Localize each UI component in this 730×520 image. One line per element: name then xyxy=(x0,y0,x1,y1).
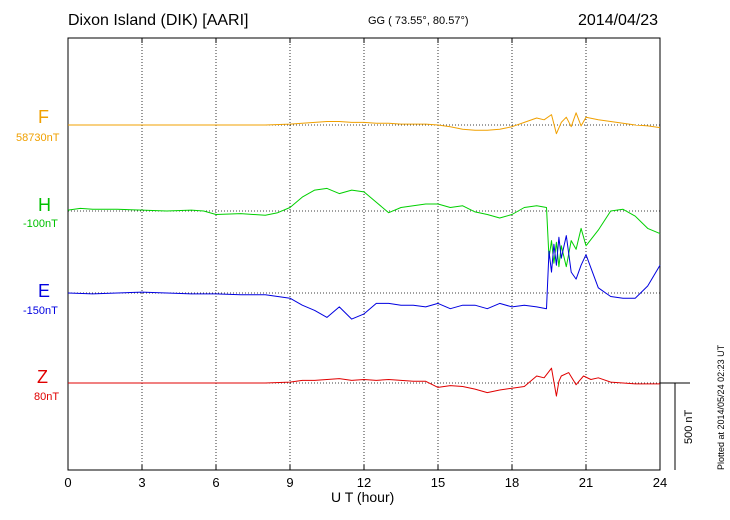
series-line-z xyxy=(68,367,660,397)
grid-lines xyxy=(68,38,660,470)
series-baseline-f: 58730nT xyxy=(16,132,60,144)
x-tick-label: 0 xyxy=(64,475,71,490)
series-label-e: E xyxy=(38,281,51,301)
series-label-f: F xyxy=(38,107,49,127)
series-baseline-z: 80nT xyxy=(34,391,60,403)
x-axis-ticks: 0 3 6 9 12 15 18 21 24 xyxy=(64,38,667,490)
station-coordinates: GG ( 73.55°, 80.57°) xyxy=(368,15,469,27)
x-axis-title: U T (hour) xyxy=(331,489,395,505)
x-tick-label: 21 xyxy=(579,475,593,490)
x-tick-label: 24 xyxy=(653,475,667,490)
x-tick-label: 15 xyxy=(431,475,445,490)
series-line-h xyxy=(67,187,661,268)
series-label-h: H xyxy=(38,195,51,215)
x-tick-label: 9 xyxy=(286,475,293,490)
date-label: 2014/04/23 xyxy=(578,12,659,29)
series-baseline-h: -100nT xyxy=(23,218,58,230)
scale-bar: 500 nT xyxy=(660,382,695,470)
page-title: Dixon Island (DIK) [AARI] xyxy=(68,12,249,29)
series-group xyxy=(67,112,661,397)
x-tick-label: 12 xyxy=(357,475,371,490)
x-tick-label: 3 xyxy=(138,475,145,490)
series-line-e xyxy=(67,235,661,320)
series-baseline-e: -150nT xyxy=(23,305,58,317)
scale-bar-label: 500 nT xyxy=(683,409,695,444)
series-label-z: Z xyxy=(37,367,48,387)
x-tick-label: 6 xyxy=(212,475,219,490)
x-tick-label: 18 xyxy=(505,475,519,490)
series-line-f xyxy=(68,112,661,135)
